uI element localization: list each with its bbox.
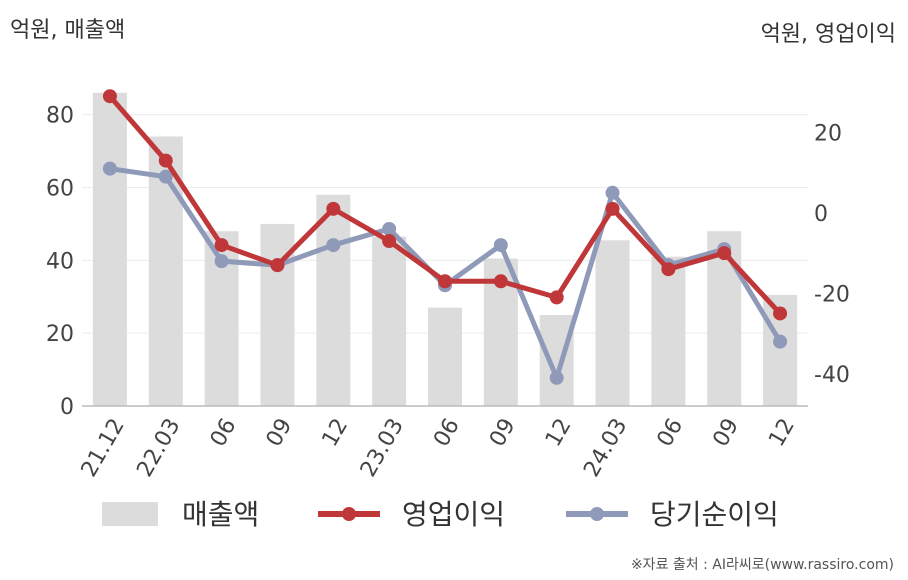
legend-swatch-revenue bbox=[102, 502, 158, 526]
point-net-income bbox=[326, 238, 341, 253]
point-operating-profit bbox=[270, 258, 285, 273]
bar-revenue bbox=[595, 240, 630, 406]
legend-marker-net-income bbox=[590, 507, 604, 521]
right-tick-label: 20 bbox=[814, 121, 842, 146]
left-tick-label: 20 bbox=[46, 322, 74, 347]
left-tick-label: 0 bbox=[60, 395, 74, 420]
point-operating-profit bbox=[773, 306, 788, 321]
point-net-income bbox=[773, 334, 788, 349]
x-tick-label: 09 bbox=[262, 414, 298, 451]
point-operating-profit bbox=[214, 238, 229, 253]
bar-revenue bbox=[428, 307, 462, 406]
bar-revenue bbox=[539, 314, 574, 406]
point-operating-profit bbox=[382, 234, 397, 249]
right-tick-label: 0 bbox=[814, 202, 828, 227]
bar-revenue bbox=[707, 231, 742, 406]
x-tick-label: 23.03 bbox=[356, 414, 409, 481]
x-tick-label: 22.03 bbox=[132, 414, 185, 481]
point-net-income bbox=[214, 254, 229, 269]
legend-label-operating-profit: 영업이익 bbox=[402, 498, 505, 531]
x-tick-label: 06 bbox=[653, 414, 689, 451]
x-tick-label: 12 bbox=[764, 414, 800, 451]
source-note: ※자료 출처 : AI라씨로(www.rassiro.com) bbox=[630, 557, 894, 573]
x-tick-label: 24.03 bbox=[579, 414, 632, 481]
left-tick-label: 80 bbox=[46, 104, 74, 129]
point-operating-profit bbox=[102, 89, 117, 104]
point-net-income bbox=[605, 185, 620, 200]
point-net-income bbox=[102, 161, 117, 176]
point-net-income bbox=[382, 221, 397, 236]
left-axis-unit: 억원, 매출액 bbox=[10, 18, 126, 43]
bar-revenue bbox=[316, 194, 351, 406]
point-operating-profit bbox=[661, 262, 676, 277]
bar-revenue bbox=[92, 92, 127, 407]
x-tick-label: 21.12 bbox=[77, 414, 130, 481]
bar-revenue bbox=[651, 256, 686, 406]
right-tick-label: -40 bbox=[814, 363, 850, 388]
legend-marker-operating-profit bbox=[342, 507, 356, 521]
legend-label-net-income: 당기순이익 bbox=[650, 498, 779, 531]
point-operating-profit bbox=[605, 201, 620, 216]
left-tick-label: 60 bbox=[46, 176, 74, 201]
point-net-income bbox=[158, 169, 173, 184]
right-axis-unit: 억원, 영업이익 bbox=[760, 22, 896, 47]
bar-revenue bbox=[372, 236, 407, 406]
point-operating-profit bbox=[549, 290, 564, 305]
left-tick-label: 40 bbox=[46, 249, 74, 274]
x-tick-label: 12 bbox=[318, 414, 354, 451]
x-tick-label: 06 bbox=[206, 414, 242, 451]
x-tick-label: 09 bbox=[708, 414, 744, 451]
point-net-income bbox=[549, 370, 564, 385]
point-operating-profit bbox=[158, 153, 173, 168]
point-operating-profit bbox=[493, 274, 508, 289]
point-net-income bbox=[493, 238, 508, 253]
legend-label-revenue: 매출액 bbox=[182, 498, 259, 531]
x-tick-label: 06 bbox=[429, 414, 465, 451]
x-tick-label: 12 bbox=[541, 414, 577, 451]
point-operating-profit bbox=[717, 246, 732, 261]
point-operating-profit bbox=[326, 201, 341, 216]
point-operating-profit bbox=[438, 274, 452, 289]
x-tick-label: 09 bbox=[485, 414, 521, 451]
right-tick-label: -20 bbox=[814, 282, 850, 307]
